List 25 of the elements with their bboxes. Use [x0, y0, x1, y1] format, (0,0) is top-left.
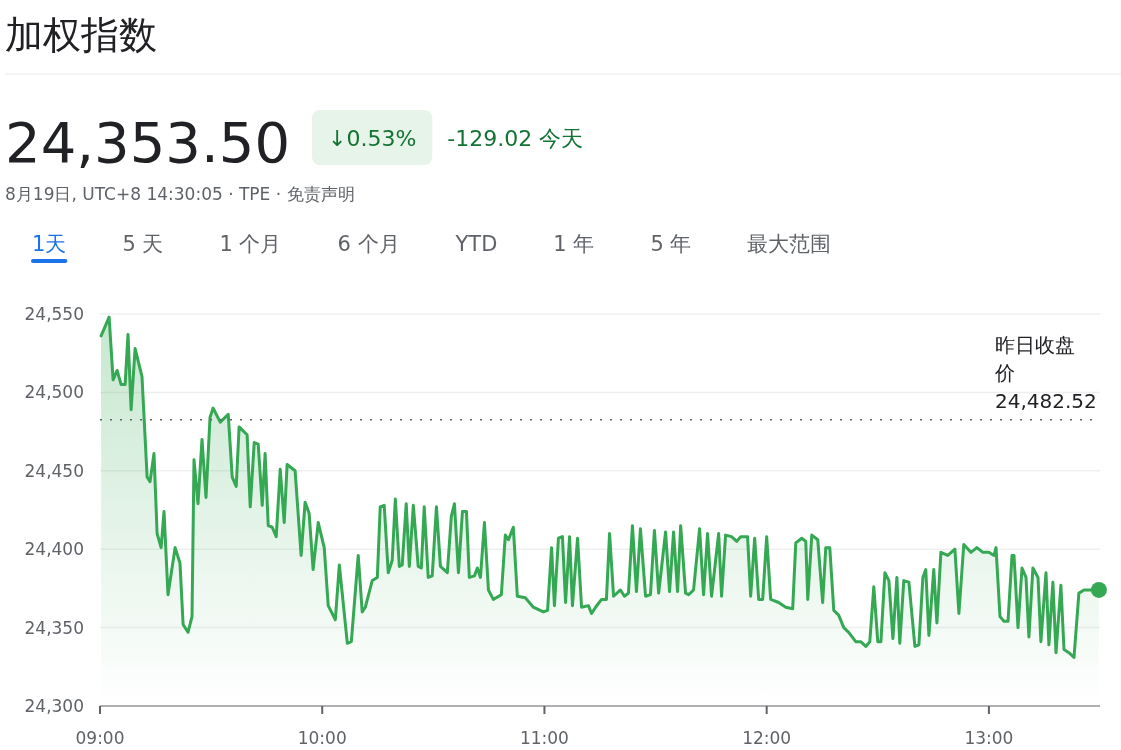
- x-tick-label: 10:00: [297, 728, 347, 748]
- x-tick-label: 11:00: [519, 728, 569, 748]
- text: 24,353.50: [5, 110, 291, 175]
- text: -129.02 今天: [447, 126, 584, 151]
- y-tick-label: 24,550: [24, 304, 84, 324]
- text: ↓0.53%: [328, 126, 417, 151]
- y-tick-label: 24,350: [24, 617, 84, 638]
- text: YTD: [454, 232, 498, 256]
- text: 1 个月: [219, 232, 282, 256]
- text: 6 个月: [337, 232, 400, 256]
- x-tick-label: 12:00: [742, 728, 792, 748]
- chart-title: 加权指数: [5, 13, 157, 57]
- text: 最大范围: [747, 232, 832, 256]
- text: 5 年: [650, 232, 692, 256]
- text: 8月19日, UTC+8 14:30:05 · TPE · 免责声明: [5, 184, 355, 204]
- x-tick-label: 13:00: [964, 728, 1014, 748]
- text: 5 天: [122, 232, 164, 256]
- y-tick-label: 24,400: [24, 539, 84, 560]
- y-tick-label: 24,300: [24, 696, 84, 716]
- ref-line-label: 昨日收盘价 24,482.52: [994, 332, 1097, 413]
- y-tick-label: 24,450: [24, 460, 84, 481]
- x-tick-label: 09:00: [75, 728, 125, 748]
- text: 1天: [32, 232, 67, 256]
- text: 1 年: [553, 232, 595, 256]
- y-tick-label: 24,500: [24, 382, 84, 403]
